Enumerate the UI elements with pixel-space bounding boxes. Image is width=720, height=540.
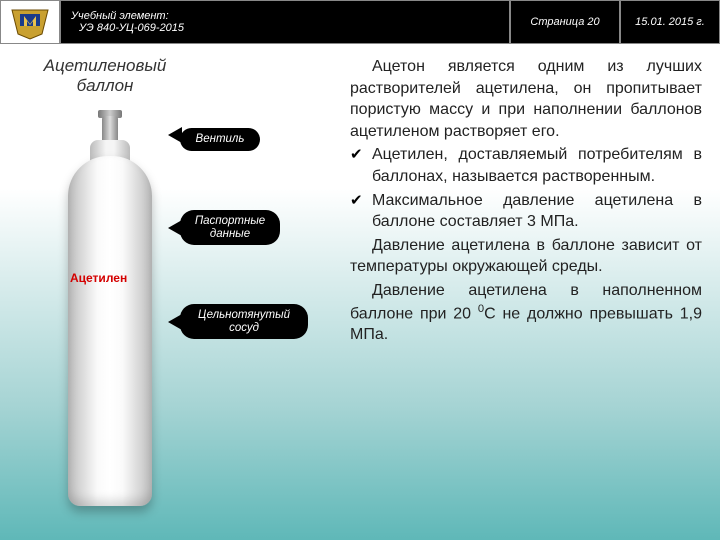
paragraph-1: Ацетон является одним из лучших раствори… [350,56,702,142]
header-title-cell: Учебный элемент: УЭ 840-УЦ-069-2015 [60,0,510,44]
text-area: Ацетон является одним из лучших раствори… [344,56,702,530]
unit-label: Учебный элемент: [71,10,499,22]
shield-logo-icon [10,4,50,40]
content: Ацетиленовый баллон Ацетилен Вентиль Пас… [0,44,720,540]
logo [0,0,60,44]
callout-valve: Вентиль [180,128,260,151]
diagram-title: Ацетиленовый баллон [30,56,180,97]
bullet-list: Ацетилен, доставляемый потребителям в ба… [350,144,702,232]
cylinder-body [68,156,152,506]
header-bar: Учебный элемент: УЭ 840-УЦ-069-2015 Стра… [0,0,720,44]
diagram-area: Ацетиленовый баллон Ацетилен Вентиль Пас… [24,56,344,530]
paragraph-2: Давление ацетилена в баллоне зависит от … [350,235,702,278]
header-date-cell: 15.01. 2015 г. [620,0,720,44]
bullet-2: Максимальное давление ацетилена в баллон… [350,190,702,233]
date: 15.01. 2015 г. [635,16,705,28]
cylinder-label: Ацетилен [70,271,127,285]
paragraph-3: Давление ацетилена в наполненном баллоне… [350,280,702,346]
bullet-1: Ацетилен, доставляемый потребителям в ба… [350,144,702,187]
unit-code: УЭ 840-УЦ-069-2015 [71,22,499,34]
callout-passport: Паспортные данные [180,210,280,245]
header-page-cell: Страница 20 [510,0,620,44]
gas-cylinder: Ацетилен [60,116,160,516]
callout-vessel: Цельнотянутый сосуд [180,304,308,339]
page-number: Страница 20 [530,16,599,28]
